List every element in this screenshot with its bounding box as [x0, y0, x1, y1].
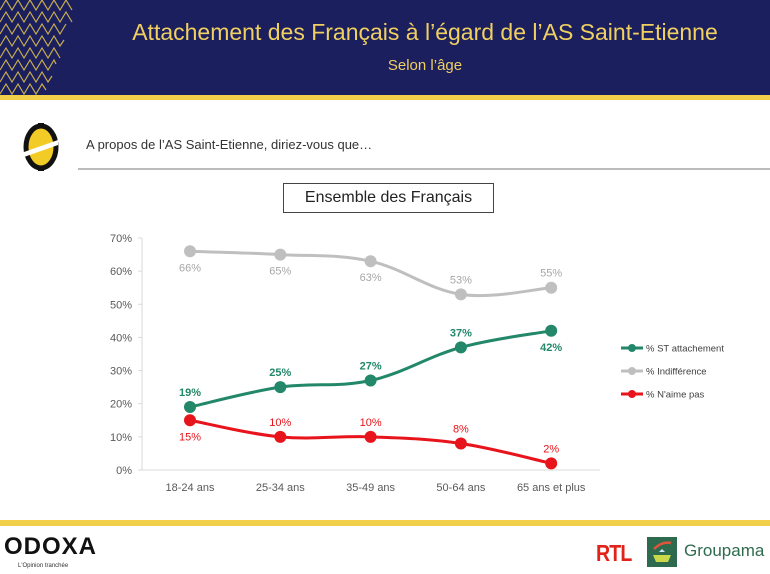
- legend-marker-indifference: [628, 367, 636, 375]
- odoxa-logo: ODOXA: [4, 533, 98, 560]
- legend-label-attachement: % ST attachement: [646, 344, 724, 355]
- y-tick-label: 0%: [116, 465, 132, 477]
- y-tick-label: 30%: [110, 366, 132, 378]
- header-divider: [0, 95, 770, 100]
- x-tick-label: 65 ans et plus: [517, 482, 586, 494]
- data-point-attachement: [184, 401, 196, 414]
- legend-label-indifference: % Indifférence: [646, 367, 707, 378]
- data-label-attachement: 19%: [179, 387, 201, 399]
- x-tick-label: 18-24 ans: [166, 482, 215, 494]
- y-tick-label: 20%: [110, 399, 132, 411]
- data-point-indifference: [274, 248, 287, 261]
- series-group: 19% 25% 27% 37% 42% 66% 65% 63% 53% 55% 15% 10% 10% 8…: [179, 245, 562, 470]
- data-point-indifference: [364, 255, 377, 268]
- y-tick-label: 50%: [110, 299, 132, 311]
- data-point-attachement: [364, 374, 377, 387]
- data-point-naime_pas: [454, 437, 467, 450]
- groupama-logo-icon: [647, 537, 677, 567]
- x-axis: 18-24 ans 25-34 ans 35-49 ans 50-64 ans 65 a…: [142, 469, 600, 494]
- data-point-indifference: [454, 288, 467, 301]
- data-point-attachement: [454, 341, 467, 354]
- data-label-naime_pas: 10%: [269, 417, 291, 429]
- question-text: A propos de l’AS Saint-Etienne, diriez-v…: [86, 137, 373, 152]
- data-point-indifference: [545, 281, 558, 294]
- data-label-attachement: 42%: [540, 342, 562, 354]
- footer-divider: [0, 520, 770, 526]
- page-subtitle: Selon l’âge: [387, 57, 463, 74]
- data-label-indifference: 66%: [179, 262, 201, 274]
- y-tick-label: 10%: [110, 432, 132, 444]
- data-point-naime_pas: [274, 430, 287, 443]
- asse-logo-icon: [23, 123, 59, 171]
- data-label-indifference: 53%: [450, 274, 472, 286]
- y-tick-label: 70%: [110, 233, 132, 245]
- header-banner: Attachement des Français à l’égard de l’…: [0, 0, 770, 95]
- data-label-naime_pas: 2%: [543, 443, 559, 455]
- y-tick-label: 60%: [110, 266, 132, 278]
- y-tick-label: 40%: [110, 332, 132, 344]
- data-label-attachement: 37%: [450, 327, 472, 339]
- x-tick-label: 35-49 ans: [346, 482, 395, 494]
- data-label-naime_pas: 8%: [453, 423, 469, 435]
- legend-marker-attachement: [628, 344, 636, 352]
- data-point-indifference: [184, 245, 196, 258]
- x-tick-label: 50-64 ans: [436, 482, 485, 494]
- x-tick-label: 25-34 ans: [256, 482, 305, 494]
- rtl-logo: RTL: [596, 540, 632, 566]
- data-label-indifference: 55%: [540, 268, 562, 280]
- data-point-attachement: [274, 381, 287, 394]
- data-point-naime_pas: [545, 457, 558, 470]
- data-label-naime_pas: 15%: [179, 431, 201, 443]
- data-point-naime_pas: [184, 414, 196, 427]
- data-label-indifference: 63%: [360, 272, 382, 284]
- y-axis: 0% 10% 20% 30% 40% 50% 60% 70%: [110, 233, 143, 477]
- data-point-naime_pas: [364, 430, 377, 443]
- legend-label-naime_pas: % N'aime pas: [646, 390, 705, 401]
- legend: % ST attachement % Indifférence % N'aime p…: [621, 344, 724, 401]
- page-title: Attachement des Français à l’égard de l’…: [132, 19, 718, 45]
- data-label-indifference: 65%: [269, 266, 291, 278]
- question-divider: [78, 168, 770, 170]
- legend-marker-naime_pas: [628, 390, 636, 398]
- data-point-attachement: [545, 324, 558, 337]
- data-label-naime_pas: 10%: [360, 417, 382, 429]
- data-label-attachement: 27%: [360, 361, 382, 373]
- scope-label: Ensemble des Français: [283, 183, 494, 213]
- data-label-attachement: 25%: [269, 367, 291, 379]
- herringbone-pattern-icon: [0, 0, 73, 95]
- groupama-logo: Groupama: [684, 541, 765, 560]
- odoxa-tagline: L'Opinion tranchée: [18, 563, 69, 569]
